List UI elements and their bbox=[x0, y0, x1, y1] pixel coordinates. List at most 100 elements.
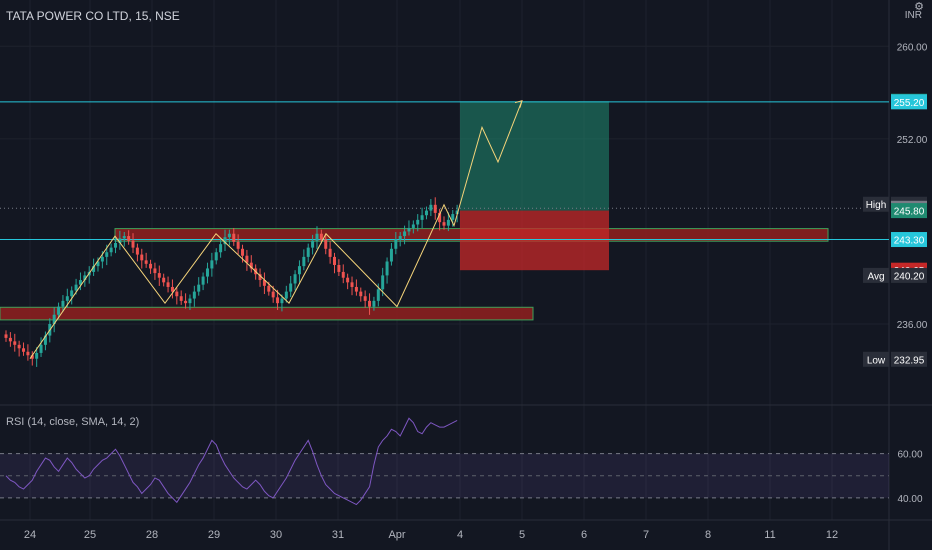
candle-body bbox=[35, 352, 39, 359]
candle-body bbox=[354, 286, 358, 292]
price-label-tag: Avg bbox=[867, 271, 884, 282]
candle-body bbox=[411, 224, 415, 228]
candle-body bbox=[201, 276, 205, 285]
time-tick-label: 29 bbox=[208, 529, 220, 541]
candle-body bbox=[376, 289, 380, 301]
price-label-bg bbox=[891, 351, 927, 367]
stop-zone bbox=[460, 210, 609, 271]
candle-body bbox=[385, 261, 389, 276]
price-label-tag: Low bbox=[867, 355, 886, 366]
candle-body bbox=[446, 219, 450, 226]
candle-body bbox=[232, 233, 236, 242]
candle-body bbox=[92, 266, 96, 272]
candle-body bbox=[368, 300, 372, 307]
price-tick-label: 236.00 bbox=[897, 320, 928, 331]
candle-body bbox=[236, 241, 240, 249]
candle-body bbox=[455, 210, 459, 215]
candle-body bbox=[363, 296, 367, 301]
candle-body bbox=[403, 231, 407, 237]
candle-body bbox=[276, 297, 280, 304]
candle-body bbox=[389, 248, 393, 262]
rsi-line bbox=[5, 417, 458, 506]
price-tick-label: 260.00 bbox=[897, 42, 928, 53]
candle-body bbox=[184, 300, 188, 304]
price-label-tag-bg bbox=[863, 196, 889, 212]
candle-body bbox=[52, 314, 56, 324]
candle-body bbox=[122, 236, 126, 239]
candle-body bbox=[398, 236, 402, 240]
candle-body bbox=[22, 348, 26, 352]
symbol-legend: TATA POWER CO LTD, 15, NSE bbox=[6, 9, 180, 23]
candle-body bbox=[280, 298, 284, 304]
candle-body bbox=[61, 300, 65, 307]
candle-body bbox=[297, 266, 301, 275]
time-tick-label: 25 bbox=[84, 529, 96, 541]
candle-body bbox=[135, 247, 139, 255]
candle-body bbox=[328, 248, 332, 257]
settings-icon[interactable]: ⚙ bbox=[914, 1, 924, 13]
rsi-tick-label: 40.00 bbox=[897, 494, 922, 505]
candle-body bbox=[438, 212, 442, 223]
candle-body bbox=[144, 260, 148, 264]
candle-body bbox=[131, 240, 135, 248]
time-tick-label: 12 bbox=[826, 529, 838, 541]
candle-body bbox=[333, 256, 336, 265]
arrow-head bbox=[514, 99, 523, 108]
candle-body bbox=[424, 210, 428, 216]
candle-body bbox=[245, 255, 249, 263]
candle-body bbox=[381, 275, 385, 290]
price-label-value: 255.20 bbox=[894, 98, 925, 109]
candle-body bbox=[420, 215, 424, 220]
candle-body bbox=[65, 296, 69, 301]
candle-body bbox=[311, 240, 315, 248]
candle-body bbox=[346, 277, 350, 283]
candle-body bbox=[249, 262, 253, 269]
candle-body bbox=[223, 237, 227, 245]
candle-body bbox=[175, 291, 179, 297]
price-label-tag-bg bbox=[863, 267, 889, 283]
candle-body bbox=[39, 344, 43, 353]
price-label-value: 243.30 bbox=[894, 236, 925, 247]
candle-body bbox=[179, 296, 183, 301]
candle-body bbox=[205, 268, 209, 277]
rsi-tick-label: 60.00 bbox=[897, 450, 922, 461]
candle-body bbox=[83, 275, 87, 281]
price-label-bg bbox=[891, 94, 927, 110]
time-tick-label: 4 bbox=[457, 529, 463, 541]
currency-label: INR bbox=[904, 10, 922, 21]
price-label-value: 232.95 bbox=[894, 355, 925, 366]
candle-body bbox=[43, 335, 47, 345]
zigzag-path bbox=[29, 100, 523, 359]
time-tick-label: 30 bbox=[270, 529, 282, 541]
zone-support bbox=[0, 306, 534, 321]
price-label-tag: High bbox=[866, 200, 887, 211]
price-label-bg bbox=[891, 203, 927, 219]
time-tick-label: Apr bbox=[388, 529, 405, 541]
time-tick-label: 24 bbox=[24, 529, 36, 541]
candle-body bbox=[13, 341, 17, 345]
candle-body bbox=[350, 282, 354, 287]
candle-body bbox=[407, 227, 411, 232]
candle-body bbox=[57, 306, 61, 315]
candle-body bbox=[30, 355, 34, 359]
candle-body bbox=[324, 239, 328, 249]
candle-body bbox=[293, 274, 297, 284]
candle-body bbox=[114, 243, 117, 248]
time-tick-label: 6 bbox=[581, 529, 587, 541]
candle-body bbox=[157, 273, 161, 278]
candle-body bbox=[210, 260, 214, 269]
candle-body bbox=[162, 277, 166, 283]
time-tick-label: 11 bbox=[764, 529, 775, 541]
candle-body bbox=[192, 291, 196, 299]
candle-body bbox=[74, 284, 78, 291]
time-tick-label: 31 bbox=[332, 529, 344, 541]
candle-body bbox=[26, 351, 30, 356]
candle-body bbox=[170, 286, 174, 292]
candle-body bbox=[4, 334, 8, 338]
candle-body bbox=[267, 285, 271, 292]
candle-body bbox=[284, 291, 288, 299]
candle-body bbox=[166, 282, 170, 287]
rsi-legend: RSI (14, close, SMA, 14, 2) bbox=[6, 416, 140, 428]
price-tick-label: 252.00 bbox=[897, 135, 928, 146]
